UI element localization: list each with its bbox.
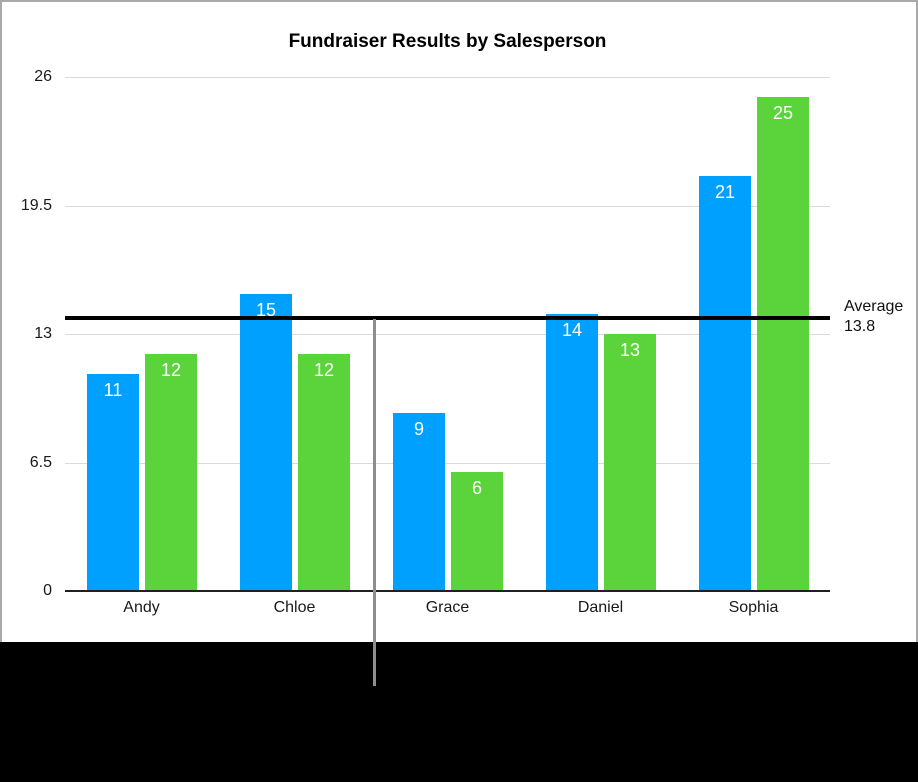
y-axis-tick-label: 19.5: [20, 197, 52, 214]
average-reference-line: [65, 316, 830, 320]
bar-value-label: 12: [160, 360, 182, 380]
x-category-label: Sophia: [728, 599, 779, 616]
y-axis-tick-label: 13: [34, 325, 52, 342]
bar-value-label: 9: [413, 419, 424, 439]
y-axis-tick-label: 0: [43, 582, 52, 599]
bar-sophia-blue: 21: [699, 176, 751, 590]
bar-value-label: 13: [619, 340, 641, 360]
bottom-black-band: [0, 642, 918, 782]
bar-value-label: 25: [772, 103, 794, 123]
average-line-label: Average 13.8: [844, 297, 916, 337]
bar-grace-green: 6: [451, 472, 503, 590]
bar-grace-blue: 9: [393, 413, 445, 590]
gridline: [65, 463, 830, 464]
y-axis-tick-label: 26: [34, 68, 52, 85]
bar-value-label: 12: [313, 360, 335, 380]
callout-pointer-line: [373, 319, 376, 686]
bar-andy-blue: 11: [87, 374, 139, 590]
gridline: [65, 206, 830, 207]
chart-title: Fundraiser Results by Salesperson: [288, 31, 607, 52]
bar-chloe-green: 12: [298, 354, 350, 590]
bar-sophia-green: 25: [757, 97, 809, 590]
bar-daniel-blue: 14: [546, 314, 598, 590]
x-axis-line: [65, 590, 830, 592]
bar-value-label: 14: [561, 320, 583, 340]
bar-daniel-green: 13: [604, 334, 656, 590]
bar-value-label: 11: [103, 380, 123, 400]
x-category-label: Grace: [425, 599, 470, 616]
gridline: [65, 77, 830, 78]
bar-andy-green: 12: [145, 354, 197, 590]
x-category-label: Chloe: [273, 599, 316, 616]
gridline: [65, 334, 830, 335]
average-line-value: 13.8: [844, 318, 876, 335]
x-category-label: Daniel: [577, 599, 624, 616]
bar-value-label: 21: [714, 182, 736, 202]
bar-value-label: 15: [255, 300, 277, 320]
y-axis-tick-label: 6.5: [29, 454, 52, 471]
average-line-label-text: Average: [844, 298, 904, 315]
bar-value-label: 6: [471, 478, 482, 498]
bar-chloe-blue: 15: [240, 294, 292, 590]
x-category-label: Andy: [123, 599, 160, 616]
